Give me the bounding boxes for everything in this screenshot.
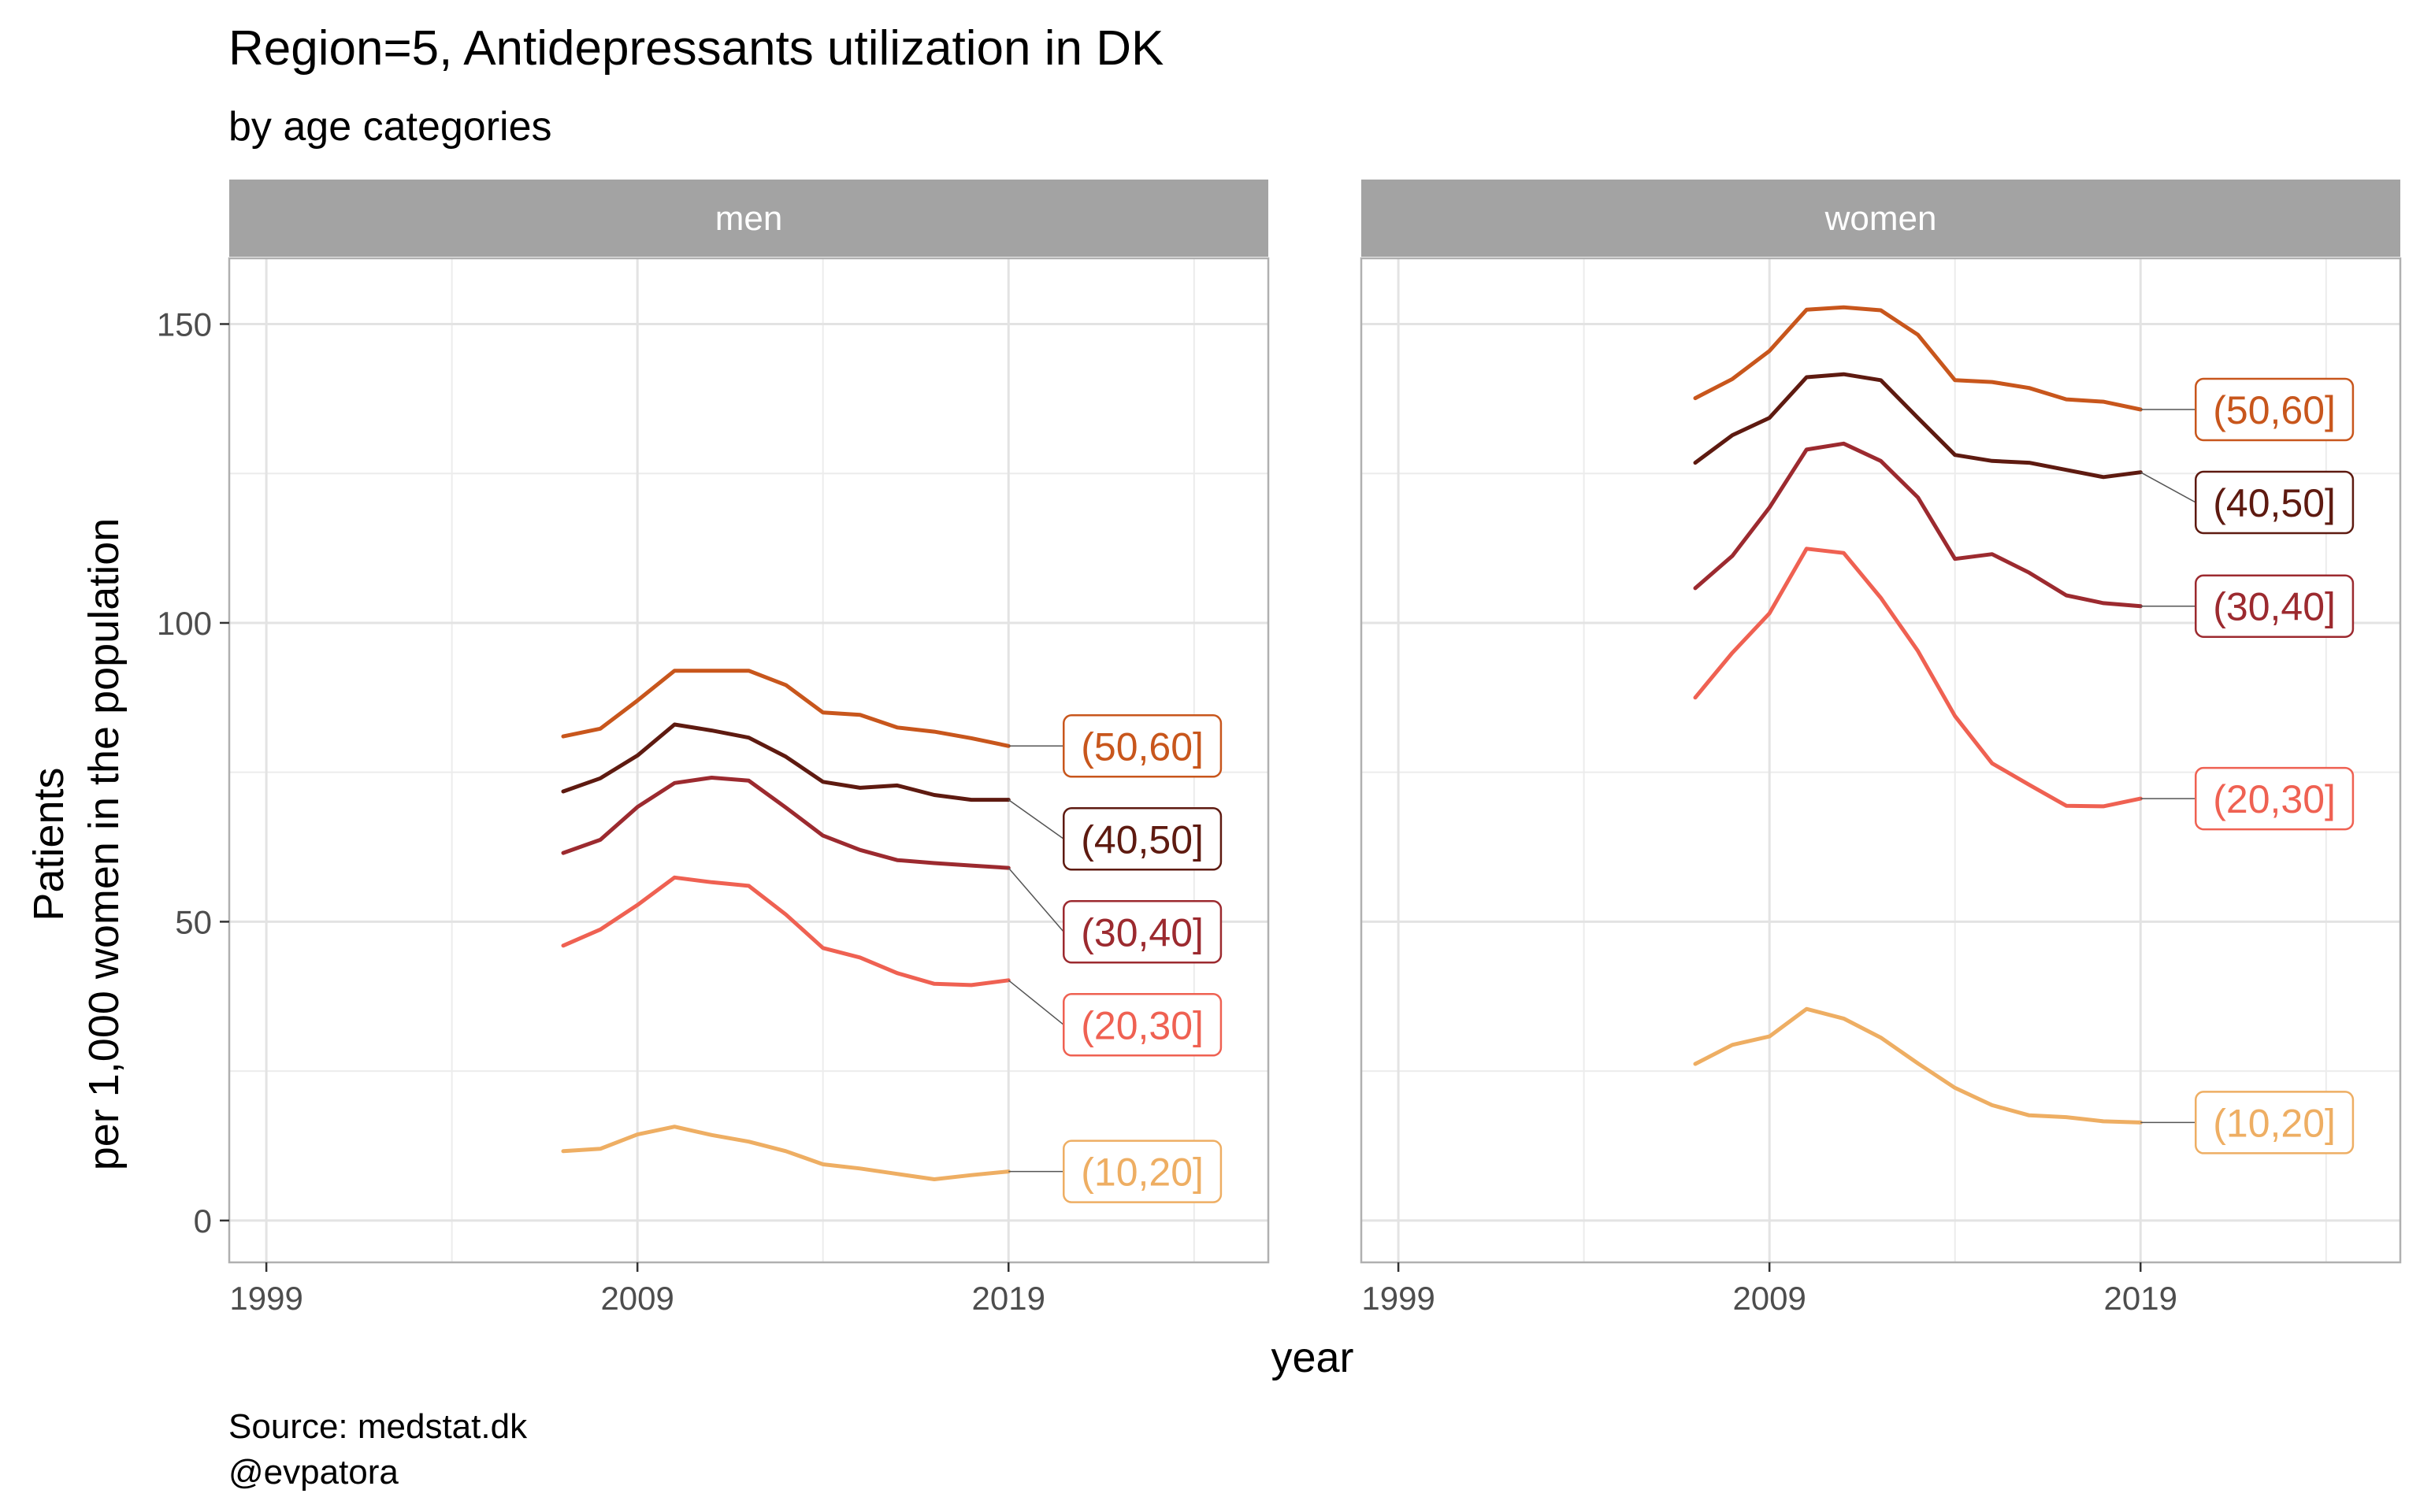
x-tick-label: 2009 [600,1280,674,1317]
series-label-text: (20,30] [2213,777,2336,821]
series-line-men [561,1125,1011,1181]
facet-panels: men 1999 2009 2019 0 50 100 150 (50,60] (40,50] (3… [157,180,2402,1317]
label-leader-line [1008,980,1064,1025]
series-line-women [1693,441,2143,609]
facet-strip [229,180,1268,257]
series-line-men [561,776,1011,870]
y-tick-label: 100 [157,605,212,642]
series-label-text: (30,40] [1081,910,1204,954]
caption-source: Source: medstat.dk [228,1407,528,1446]
series-label-text: (20,30] [1081,1003,1204,1047]
series-label-box [1063,807,1223,871]
series-label-text: (30,40] [2213,585,2336,629]
series-end-label: (10,20] [1008,1140,1223,1203]
facet-strip-label: men [715,199,783,238]
y-tick-label: 150 [157,306,212,343]
series-end-label: (40,50] [2140,470,2355,535]
series-label-text: (10,20] [1081,1151,1204,1195]
grid-lines [1361,258,2400,1262]
label-leader-line [1008,799,1064,839]
series-end-label: (20,30] [1008,980,1223,1057]
x-tick-label: 1999 [229,1280,302,1317]
facet-strip-label: women [1824,199,1937,238]
series-label-box [1063,1140,1223,1203]
series-end-label: (50,60] [1008,714,1223,778]
series-line-men [561,722,1011,802]
series-label-text: (50,60] [2213,388,2336,432]
series-end-label: (20,30] [2140,766,2355,831]
series-label-box [1063,714,1223,778]
panel-border [1360,257,2402,1264]
x-tick-label: 1999 [1361,1280,1435,1317]
series-line-women [1693,547,2143,809]
series-line-men [561,669,1011,748]
series-line-women [1693,305,2143,412]
facet-panel-men: men 1999 2009 2019 0 50 100 150 (50,60] (40,50] (3… [157,180,1270,1317]
x-axis-title: year [1271,1334,1353,1381]
series-end-label: (30,40] [1008,867,1223,964]
x-tick-label: 2009 [1732,1280,1806,1317]
series-label-box [1063,993,1223,1057]
facet-strip [1361,180,2400,257]
x-tick-label: 2019 [972,1280,1045,1317]
series-label-box [2195,1091,2355,1154]
series-end-label: (30,40] [2140,574,2355,638]
series-label-text: (10,20] [2213,1101,2336,1145]
chart-title: Region=5, Antidepressants utilization in… [228,21,1164,76]
x-tick-label: 2019 [2104,1280,2177,1317]
y-axis-title-line1: Patients [25,767,72,921]
chart-subtitle: by age categories [228,104,552,150]
series-label-box [2195,766,2355,831]
label-leader-line [2140,472,2196,503]
caption-author: @evpatora [228,1453,399,1492]
series-label-text: (50,60] [1081,724,1204,769]
series-line-women [1693,372,2143,480]
panel-border [228,257,1270,1264]
y-tick-label: 0 [194,1203,212,1240]
series-label-text: (40,50] [1081,817,1204,862]
series-line-men [561,875,1011,988]
y-tick-label: 50 [175,903,212,940]
facet-panel-women: women 1999 2009 2019 (50,60] (40,50] (30,40] (2… [1360,180,2402,1317]
y-axis-title-line2: per 1,000 women in the population [80,518,128,1171]
series-end-label: (50,60] [2140,377,2355,442]
series-label-box [1063,900,1223,964]
series-end-label: (10,20] [2140,1091,2355,1154]
series-line-women [1693,1006,2143,1125]
series-label-box [2195,574,2355,638]
series-label-text: (40,50] [2213,481,2336,525]
series-end-label: (40,50] [1008,799,1223,871]
label-leader-line [1008,867,1064,932]
series-label-box [2195,377,2355,442]
series-label-box [2195,470,2355,535]
